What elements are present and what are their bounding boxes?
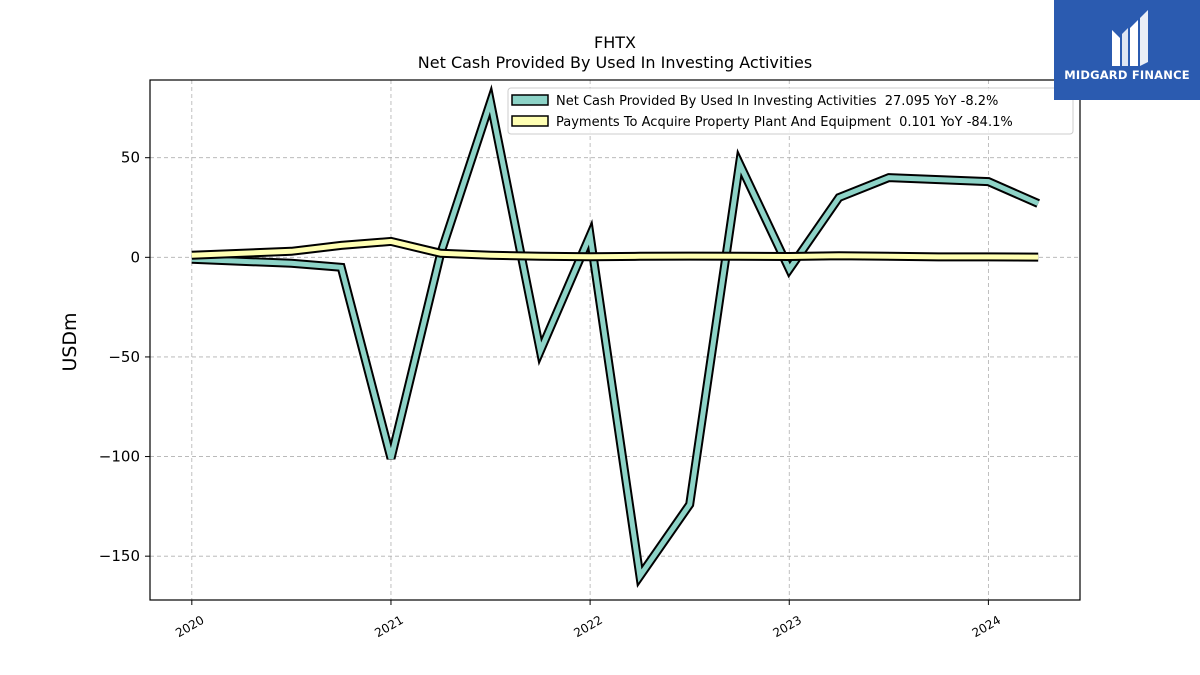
y-tick-label: 0 bbox=[130, 248, 140, 266]
y-axis-label: USDm bbox=[59, 312, 81, 371]
x-tick-label: 2024 bbox=[970, 613, 1003, 640]
y-tick-label: 50 bbox=[121, 149, 140, 167]
logo-mark-icon bbox=[1112, 10, 1148, 66]
x-tick-label: 2021 bbox=[372, 613, 405, 640]
series-0-outline bbox=[191, 84, 1041, 589]
legend-swatch-capex bbox=[511, 115, 549, 127]
grid bbox=[150, 80, 1080, 600]
y-tick-label: −150 bbox=[99, 547, 140, 565]
legend-label-capex: Payments To Acquire Property Plant And E… bbox=[556, 115, 1013, 130]
series-0-line bbox=[191, 92, 1040, 583]
legend: Net Cash Provided By Used In Investing A… bbox=[507, 87, 1074, 135]
legend-swatch-net-cash bbox=[511, 94, 549, 106]
x-tick-label: 2020 bbox=[173, 613, 206, 640]
legend-box bbox=[507, 87, 1074, 135]
x-tick-label: 2022 bbox=[571, 613, 604, 640]
chart-title: FHTX bbox=[594, 33, 636, 52]
y-tick-label: −50 bbox=[108, 348, 140, 366]
series-1-line bbox=[191, 238, 1039, 260]
chart-subtitle: Net Cash Provided By Used In Investing A… bbox=[418, 53, 812, 72]
series-layer bbox=[191, 84, 1041, 589]
logo-text: MIDGARD FINANCE bbox=[1064, 68, 1190, 82]
legend-label-net-cash: Net Cash Provided By Used In Investing A… bbox=[556, 94, 998, 109]
plot-frame bbox=[149, 79, 1081, 601]
y-tick-label: −100 bbox=[99, 448, 140, 466]
x-tick-label: 2023 bbox=[771, 613, 804, 640]
midgard-finance-logo: MIDGARD FINANCE bbox=[1054, 0, 1200, 100]
ticks: 2020 2021 2022 2023 2024 −150 −100 −50 0 50 bbox=[99, 149, 1003, 641]
